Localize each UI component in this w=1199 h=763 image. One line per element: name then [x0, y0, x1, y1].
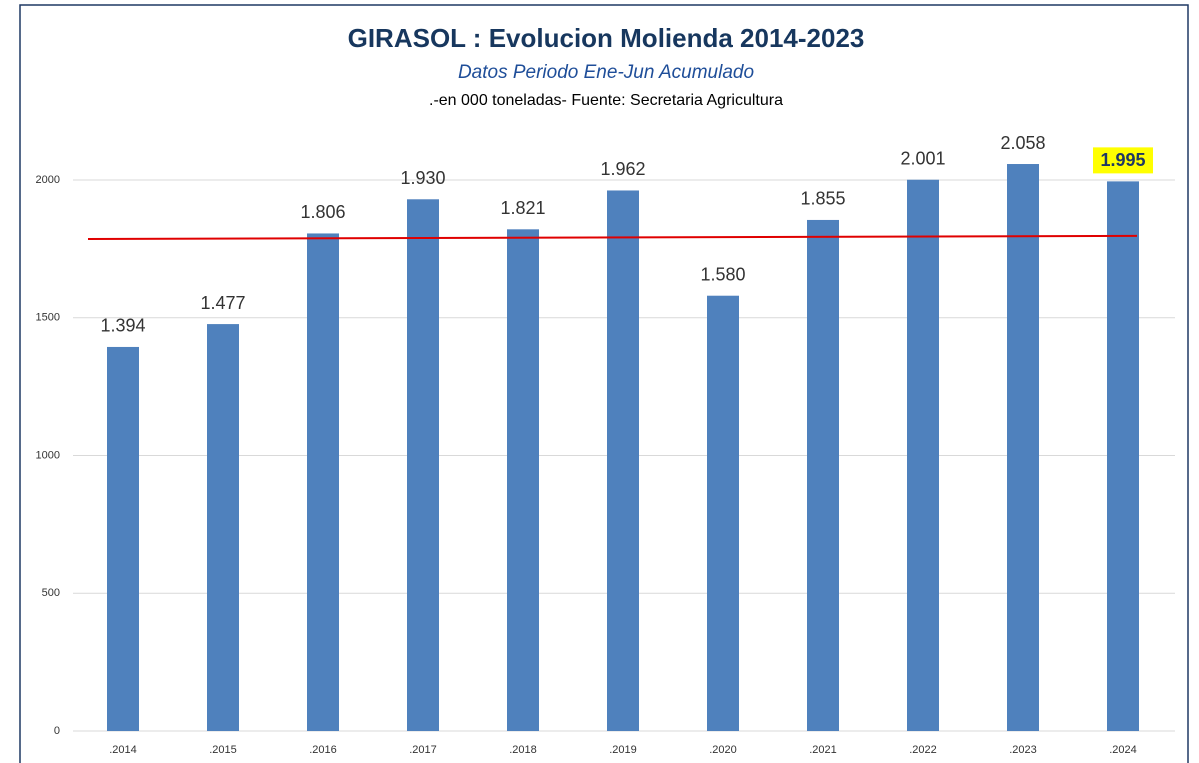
- bar: [907, 179, 939, 732]
- value-label: 1.821: [500, 198, 545, 218]
- value-label: 1.855: [800, 189, 845, 209]
- x-tick-label: .2020: [709, 744, 737, 756]
- x-tick-label: .2023: [1009, 744, 1037, 756]
- y-tick-label: 0: [54, 725, 60, 737]
- value-label: 2.058: [1000, 133, 1045, 153]
- value-label: 1.930: [400, 168, 445, 188]
- bar: [307, 233, 339, 731]
- value-label: 2.001: [900, 148, 945, 168]
- value-label: 1.477: [200, 293, 245, 313]
- chart-note: .-en 000 toneladas- Fuente: Secretaria A…: [429, 92, 783, 109]
- x-tick-label: .2016: [309, 744, 337, 756]
- x-tick-label: .2021: [809, 744, 837, 756]
- bar: [507, 229, 539, 731]
- x-tick-label: .2018: [509, 744, 537, 756]
- x-tick-label: .2015: [209, 744, 237, 756]
- value-label: 1.394: [100, 316, 145, 336]
- value-label: 1.580: [700, 264, 745, 284]
- bar: [107, 346, 139, 731]
- bar: [1107, 181, 1139, 731]
- x-tick-label: .2022: [909, 744, 937, 756]
- reference-line: [87, 234, 1138, 240]
- chart-subtitle: Datos Periodo Ene-Jun Acumulado: [458, 62, 754, 83]
- bar: [207, 324, 239, 731]
- chart-title: GIRASOL : Evolucion Molienda 2014-2023: [348, 23, 865, 53]
- bar: [407, 199, 439, 731]
- x-tick-label: .2014: [109, 744, 137, 756]
- x-tick-label: .2024: [1109, 744, 1137, 756]
- label-highlight: [1093, 147, 1153, 174]
- value-label: 1.806: [300, 202, 345, 222]
- value-label: 1.995: [1100, 150, 1145, 170]
- y-tick-label: 1000: [36, 449, 60, 461]
- bar: [607, 190, 639, 731]
- value-label: 1.962: [600, 159, 645, 179]
- y-tick-label: 2000: [36, 174, 60, 186]
- y-tick-label: 1500: [36, 312, 60, 324]
- bar: [707, 295, 739, 731]
- bar: [1007, 164, 1039, 731]
- x-tick-label: .2019: [609, 744, 637, 756]
- y-tick-label: 500: [42, 587, 60, 599]
- x-tick-label: .2017: [409, 744, 437, 756]
- bar: [807, 219, 839, 731]
